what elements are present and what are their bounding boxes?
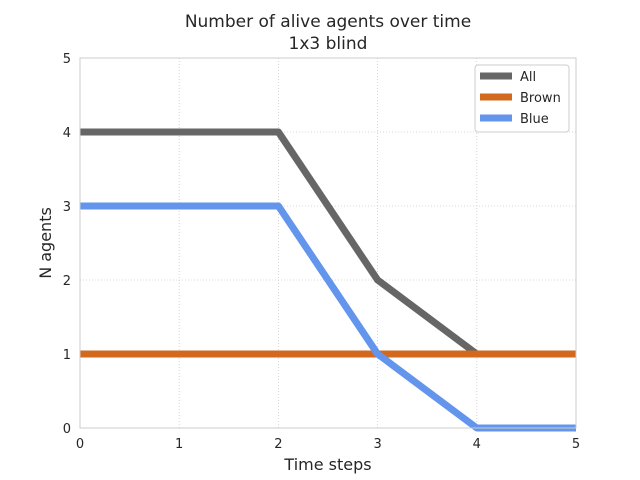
x-axis-label: Time steps [283,455,371,474]
series-line-all [80,128,576,358]
chart-title-line-2: 1x3 blind [289,34,368,54]
legend-label-brown: Brown [520,91,561,106]
legend-label-all: All [520,70,536,85]
x-tick-label: 4 [473,437,481,452]
y-tick-labels: 0 1 2 3 4 5 [63,52,71,437]
y-tick-label: 0 [63,422,71,437]
x-tick-label: 2 [274,437,282,452]
x-tick-labels: 0 1 2 3 4 5 [76,437,580,452]
series-layer [80,128,576,432]
y-tick-label: 2 [63,274,71,289]
y-tick-label: 5 [63,52,71,67]
chart-title-line-1: Number of alive agents over time [185,12,471,32]
x-tick-label: 0 [76,437,84,452]
y-tick-label: 4 [63,126,71,141]
y-axis-label: N agents [36,207,55,279]
plot-area-border [79,57,577,429]
legend-label-blue: Blue [520,112,549,127]
x-tick-label: 5 [572,437,580,452]
legend: All Brown Blue [474,64,570,133]
y-tick-label: 1 [63,348,71,363]
y-tick-label: 3 [63,200,71,215]
x-tick-label: 3 [373,437,381,452]
series-line-blue [80,202,576,432]
x-tick-label: 1 [175,437,183,452]
